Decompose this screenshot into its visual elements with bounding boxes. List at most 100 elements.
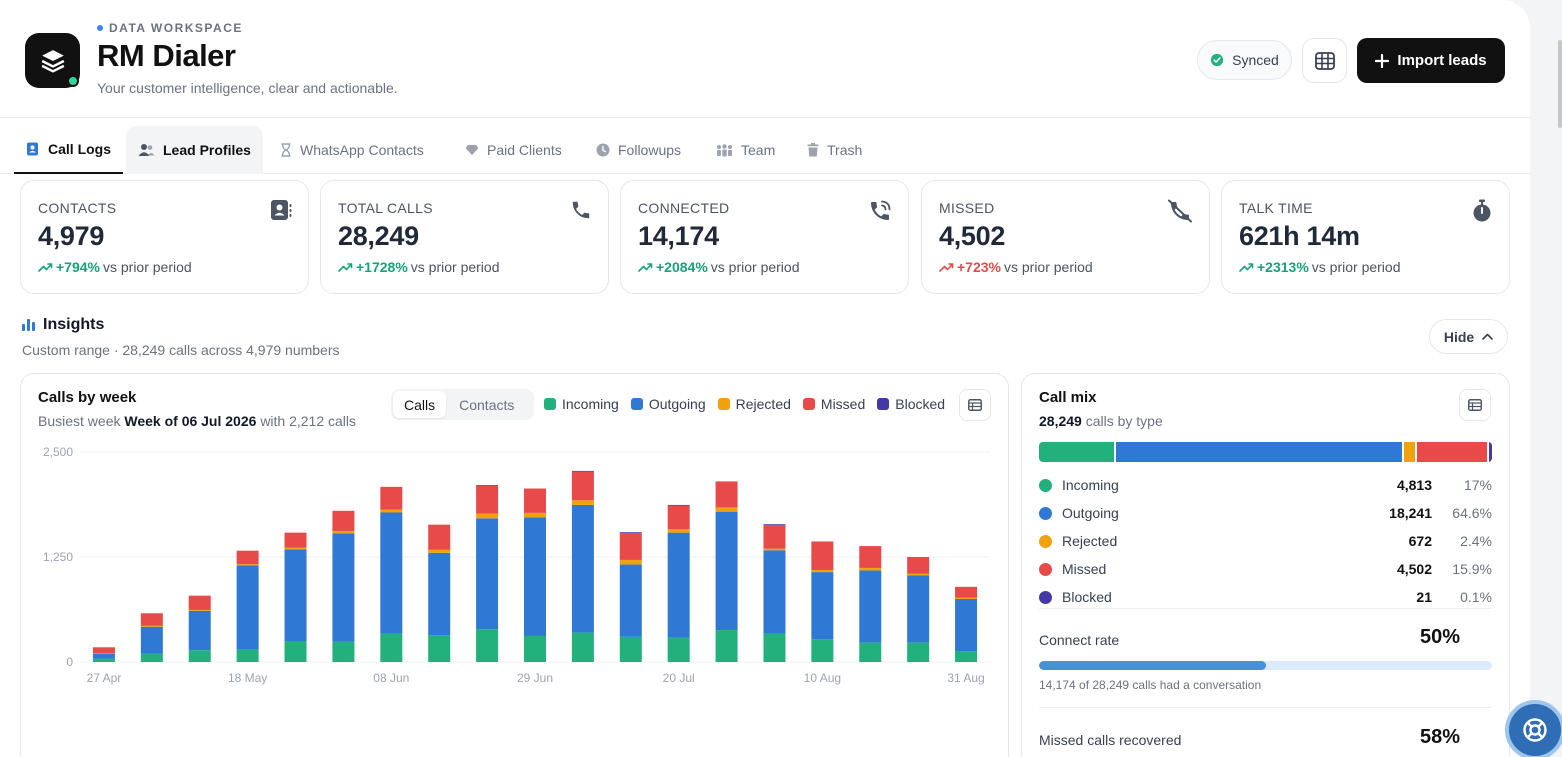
bar-segment-blocked[interactable] <box>667 504 690 506</box>
bar-segment-missed[interactable] <box>763 525 786 549</box>
bar-segment-missed[interactable] <box>715 481 738 508</box>
bar-segment-incoming[interactable] <box>667 637 690 662</box>
bar-segment-blocked[interactable] <box>619 532 642 534</box>
bar-segment-incoming[interactable] <box>236 649 259 662</box>
bar-segment-rejected[interactable] <box>667 529 690 533</box>
bar-segment-rejected[interactable] <box>571 500 594 505</box>
bar-segment-missed[interactable] <box>236 550 259 565</box>
bar-segment-outgoing[interactable] <box>667 532 690 638</box>
bar-segment-outgoing[interactable] <box>619 564 642 637</box>
bar-segment-outgoing[interactable] <box>811 572 834 640</box>
mix-bar-segment-incoming[interactable] <box>1039 442 1115 462</box>
bar-segment-outgoing[interactable] <box>763 550 786 634</box>
bar-segment-rejected[interactable] <box>955 597 978 599</box>
legend-item-blocked[interactable]: Blocked <box>877 396 945 412</box>
bar-segment-outgoing[interactable] <box>476 518 499 630</box>
toggle-calls[interactable]: Calls <box>393 391 447 418</box>
bar-segment-missed[interactable] <box>571 471 594 501</box>
bar-segment-blocked[interactable] <box>763 524 786 526</box>
bar-segment-incoming[interactable] <box>140 653 163 662</box>
bar-segment-incoming[interactable] <box>859 642 882 662</box>
bar-segment-incoming[interactable] <box>811 639 834 662</box>
bar-segment-incoming[interactable] <box>428 635 451 662</box>
bar-segment-outgoing[interactable] <box>859 570 882 643</box>
bar-segment-missed[interactable] <box>619 533 642 560</box>
bar-segment-rejected[interactable] <box>332 530 355 534</box>
mix-bar-segment-outgoing[interactable] <box>1116 442 1403 462</box>
bar-segment-incoming[interactable] <box>476 629 499 662</box>
tab-call-logs[interactable]: Call Logs <box>14 126 124 174</box>
legend-item-outgoing[interactable]: Outgoing <box>630 396 706 412</box>
bar-segment-outgoing[interactable] <box>524 517 546 636</box>
bar-segment-rejected[interactable] <box>428 549 451 553</box>
bar-segment-outgoing[interactable] <box>715 511 738 631</box>
bar-segment-rejected[interactable] <box>859 567 882 571</box>
bar-segment-incoming[interactable] <box>332 641 355 662</box>
bar-segment-missed[interactable] <box>284 532 307 548</box>
bar-segment-missed[interactable] <box>811 541 834 571</box>
bar-segment-incoming[interactable] <box>715 630 738 662</box>
bar-segment-incoming[interactable] <box>619 636 642 662</box>
bar-segment-incoming[interactable] <box>955 651 978 662</box>
bar-segment-incoming[interactable] <box>763 633 786 662</box>
bar-segment-outgoing[interactable] <box>380 512 403 634</box>
bar-segment-missed[interactable] <box>188 595 211 610</box>
toggle-contacts[interactable]: Contacts <box>459 396 515 413</box>
bar-segment-outgoing[interactable] <box>236 565 259 650</box>
bar-segment-incoming[interactable] <box>284 641 307 662</box>
tab-paid-clients[interactable]: Paid Clients <box>453 126 574 174</box>
bar-segment-rejected[interactable] <box>907 573 930 576</box>
scrollbar-thumb[interactable] <box>1558 40 1562 128</box>
bar-segment-outgoing[interactable] <box>955 599 978 652</box>
bar-segment-incoming[interactable] <box>571 632 594 662</box>
hide-insights-button[interactable]: Hide <box>1429 319 1508 354</box>
mix-bar-segment-missed[interactable] <box>1416 442 1487 462</box>
bar-segment-outgoing[interactable] <box>188 610 211 651</box>
legend-item-rejected[interactable]: Rejected <box>717 396 791 412</box>
bar-segment-outgoing[interactable] <box>284 549 307 641</box>
bar-segment-outgoing[interactable] <box>332 533 355 642</box>
bar-segment-outgoing[interactable] <box>92 653 115 659</box>
bar-segment-incoming[interactable] <box>188 650 211 662</box>
legend-item-incoming[interactable]: Incoming <box>544 396 619 412</box>
bar-segment-rejected[interactable] <box>476 513 499 519</box>
bar-segment-outgoing[interactable] <box>428 552 451 636</box>
mix-bar-segment-rejected[interactable] <box>1404 442 1415 462</box>
mix-bar-segment-blocked[interactable] <box>1489 442 1492 462</box>
bar-segment-outgoing[interactable] <box>571 504 594 633</box>
bar-segment-missed[interactable] <box>476 486 499 514</box>
chart-table-view-button[interactable] <box>959 389 991 421</box>
bar-segment-missed[interactable] <box>92 647 115 654</box>
tab-lead-profiles[interactable]: Lead Profiles <box>126 126 263 174</box>
bar-segment-missed[interactable] <box>140 613 163 626</box>
import-leads-button[interactable]: Import leads <box>1357 38 1505 83</box>
bar-segment-missed[interactable] <box>332 510 355 531</box>
bar-segment-rejected[interactable] <box>380 509 403 513</box>
bar-segment-outgoing[interactable] <box>140 626 163 654</box>
tab-trash[interactable]: Trash <box>795 126 874 174</box>
bar-segment-incoming[interactable] <box>380 633 403 662</box>
bar-segment-outgoing[interactable] <box>907 575 930 643</box>
bar-segment-rejected[interactable] <box>284 547 307 550</box>
call-mix-table-view-button[interactable] <box>1459 389 1491 421</box>
bar-segment-incoming[interactable] <box>92 658 115 662</box>
bar-segment-missed[interactable] <box>859 546 882 568</box>
bar-segment-missed[interactable] <box>524 488 546 513</box>
bar-segment-rejected[interactable] <box>524 512 546 518</box>
table-view-button[interactable] <box>1302 38 1347 83</box>
bar-segment-rejected[interactable] <box>140 625 163 627</box>
bar-segment-incoming[interactable] <box>524 635 546 662</box>
bar-segment-rejected[interactable] <box>619 559 642 565</box>
bar-segment-missed[interactable] <box>667 505 690 530</box>
tab-team[interactable]: Team <box>704 126 787 174</box>
bar-segment-rejected[interactable] <box>715 507 738 512</box>
bar-segment-missed[interactable] <box>428 524 451 550</box>
bar-segment-rejected[interactable] <box>236 564 259 566</box>
help-support-button[interactable] <box>1505 700 1562 757</box>
page-scrollbar[interactable] <box>1530 0 1562 757</box>
bar-segment-rejected[interactable] <box>188 609 211 611</box>
bar-segment-incoming[interactable] <box>907 642 930 662</box>
bar-segment-missed[interactable] <box>907 557 930 574</box>
bar-segment-missed[interactable] <box>955 586 978 598</box>
bar-segment-blocked[interactable] <box>571 470 594 472</box>
